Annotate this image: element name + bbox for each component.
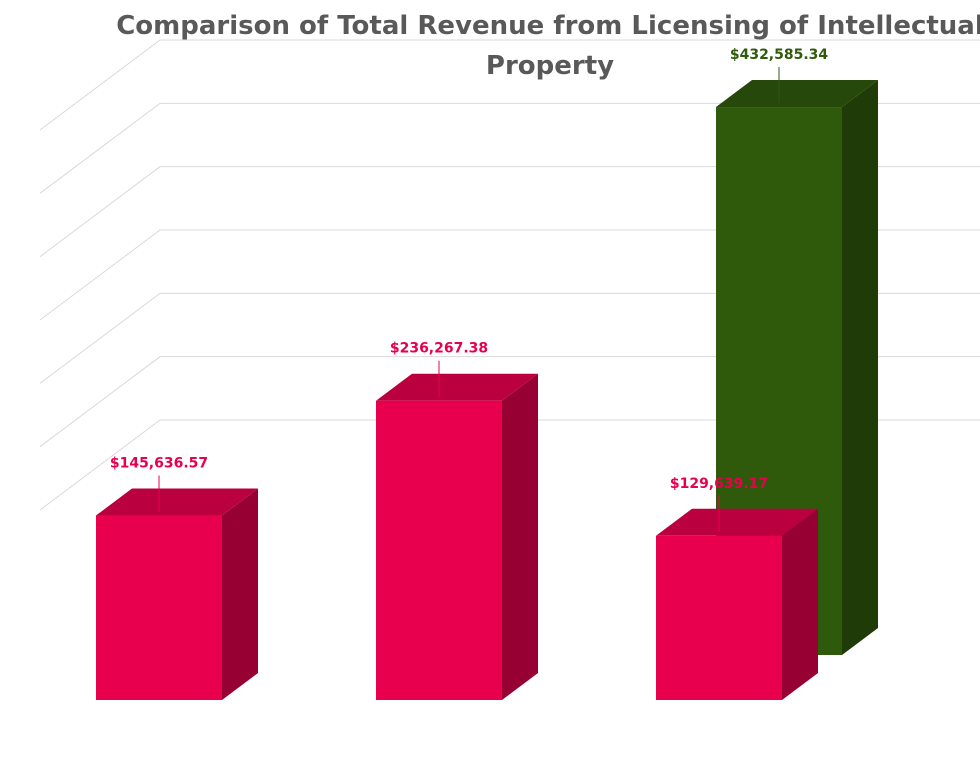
chart-title: Comparison of Total Revenue from Licensi…: [116, 11, 980, 81]
value-label: $432,585.34: [730, 47, 829, 63]
value-label: $129,639.17: [670, 476, 768, 492]
chart: Comparison of Total Revenue from Licensi…: [0, 0, 980, 776]
bar: [96, 516, 222, 700]
bar-side: [222, 489, 258, 700]
value-label: $236,267.38: [390, 341, 488, 357]
bar-side: [842, 80, 878, 655]
value-label: $145,636.57: [110, 456, 208, 472]
bar-side: [782, 509, 818, 700]
bar: [376, 401, 502, 700]
bar: [656, 536, 782, 700]
bar-side: [502, 374, 538, 700]
